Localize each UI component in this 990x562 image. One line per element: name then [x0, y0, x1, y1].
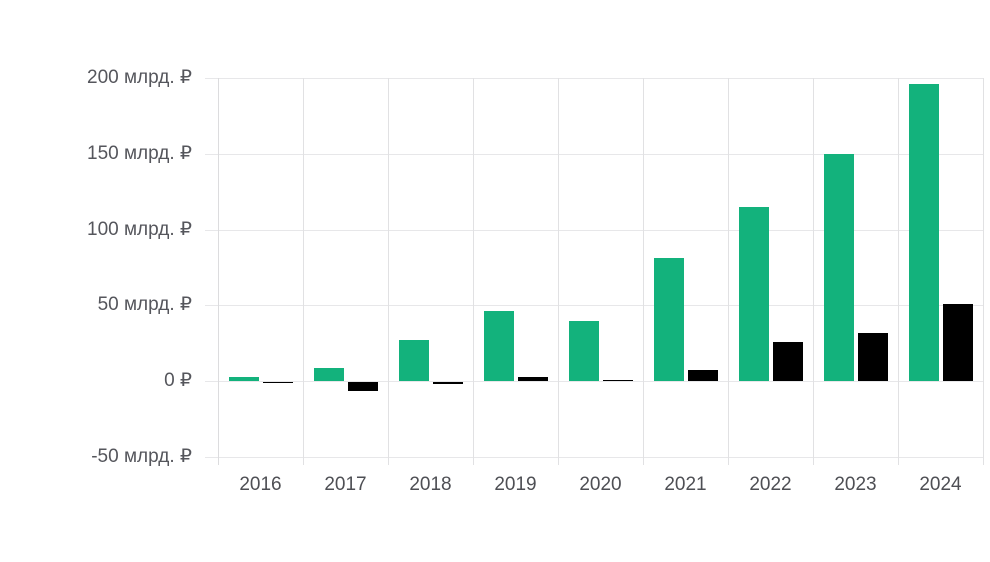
y-tick-label-50: 50 млрд. ₽: [97, 294, 192, 316]
gridline-x-3: [473, 78, 474, 465]
bar-black-series-2023: [857, 332, 888, 382]
bar-black-series-2019: [517, 377, 548, 382]
x-tick-label-2016: 2016: [239, 474, 282, 495]
gridline-x-8: [898, 78, 899, 465]
bar-green-series-2024: [908, 84, 939, 382]
bar-green-series-2020: [568, 320, 599, 382]
gridline-x-7: [813, 78, 814, 465]
bar-green-series-2018: [398, 340, 429, 382]
gridline-y-150: [205, 153, 983, 155]
bar-green-series-2019: [483, 311, 514, 382]
bar-green-series-2016: [228, 377, 259, 382]
gridline-y-200: [205, 78, 983, 79]
y-tick-label-0: 0 ₽: [164, 370, 192, 392]
bar-black-series-2022: [772, 341, 803, 382]
gridline-x-9: [983, 78, 984, 465]
gridline-x-4: [558, 78, 559, 465]
x-tick-label-2017: 2017: [324, 474, 367, 495]
gridline-y-50: [205, 305, 983, 307]
y-tick-label-100: 100 млрд. ₽: [87, 218, 192, 240]
y-tick-label-200: 200 млрд. ₽: [87, 67, 192, 88]
y-tick-label--50: -50 млрд. ₽: [91, 446, 192, 467]
bar-green-series-2021: [653, 258, 684, 382]
bar-black-series-2016: [262, 382, 293, 384]
gridline-x-2: [388, 78, 389, 465]
bar-black-series-2020: [602, 379, 633, 382]
gridline-x-1: [303, 78, 304, 465]
gridline-x-5: [643, 78, 644, 465]
gridline-x-6: [728, 78, 729, 465]
plot-area: [205, 78, 984, 465]
gridline-y-100: [205, 229, 983, 231]
bar-black-series-2018: [432, 382, 463, 385]
x-tick-label-2023: 2023: [834, 474, 877, 495]
gridline-y--50: [205, 457, 983, 458]
x-tick-label-2024: 2024: [919, 474, 962, 495]
y-tick-label-150: 150 млрд. ₽: [87, 142, 192, 164]
bar-green-series-2023: [823, 153, 854, 382]
x-tick-label-2022: 2022: [749, 474, 792, 495]
x-tick-label-2018: 2018: [409, 474, 452, 495]
bar-black-series-2024: [942, 303, 973, 382]
gridline-y-0: [205, 381, 983, 383]
x-tick-label-2020: 2020: [579, 474, 622, 495]
bar-black-series-2017: [347, 382, 378, 392]
x-tick-label-2021: 2021: [664, 474, 707, 495]
bar-green-series-2017: [313, 367, 344, 382]
x-tick-label-2019: 2019: [494, 474, 537, 495]
bar-black-series-2021: [687, 369, 718, 382]
bar-chart: 200 млрд. ₽ 150 млрд. ₽ 100 млрд. ₽ 50 млрд…: [40, 16, 990, 546]
y-axis-spine: [218, 78, 219, 465]
bar-green-series-2022: [738, 206, 769, 382]
